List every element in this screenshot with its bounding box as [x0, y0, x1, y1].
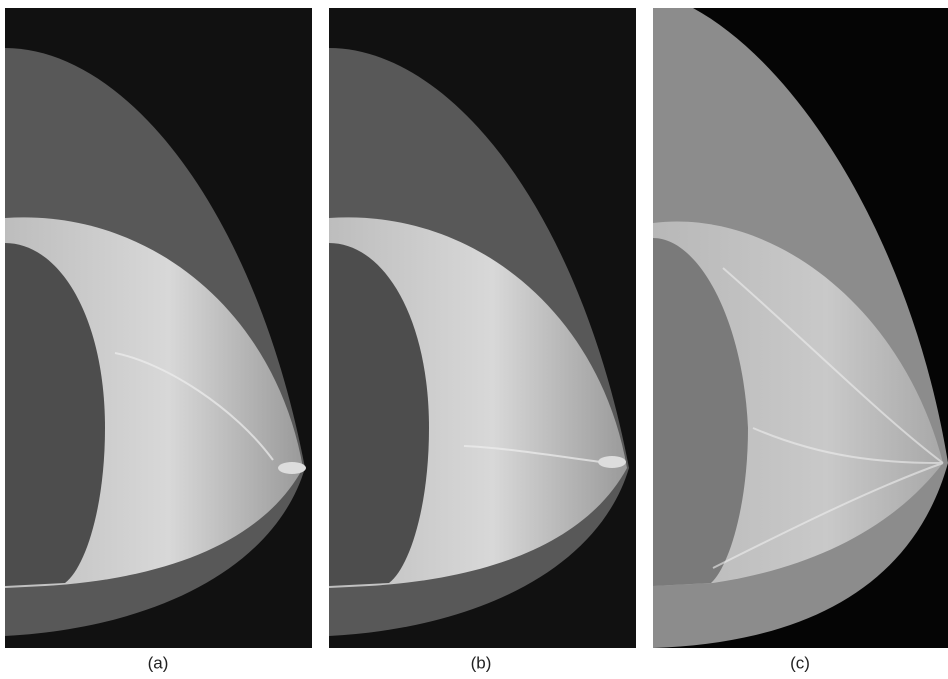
page: (a) (b) (c) (() => { const data = JSON.p… [0, 0, 948, 679]
panel-b [329, 8, 636, 648]
panel-label: (b) [471, 653, 492, 672]
panel-c [653, 8, 948, 648]
panel-label: (c) [790, 653, 810, 672]
figure: (a) (b) (c) [0, 0, 948, 679]
panel-a [5, 8, 312, 648]
panel-label: (a) [148, 653, 169, 672]
